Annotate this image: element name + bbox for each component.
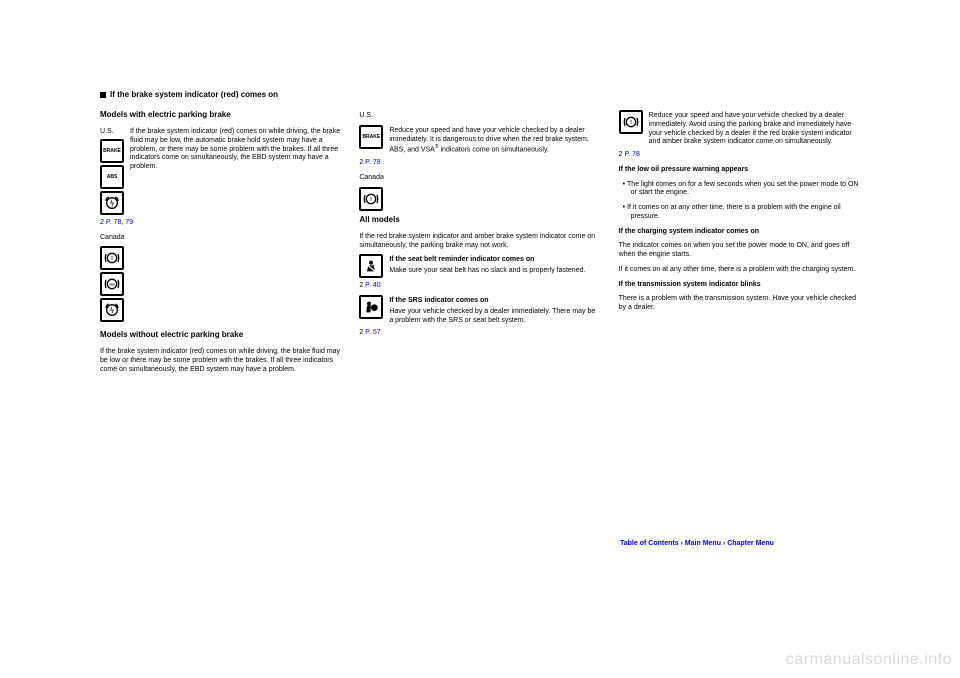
section-heading: If the brake system indicator (red) come… — [100, 90, 860, 100]
page-ref-1: 2 P. 78, 79 — [100, 219, 341, 228]
usa-label: U.S. — [100, 126, 124, 137]
col1-heading-electric: Models with electric parking brake — [100, 110, 341, 120]
usa-label-2: U.S. — [359, 110, 600, 121]
col3-text-1: Reduce your speed and have your vehicle … — [649, 110, 860, 147]
page-ref-3: 2 P. 40 — [359, 282, 600, 291]
vsa-icon — [100, 191, 124, 215]
transmission-head: If the transmission system indicator bli… — [619, 279, 860, 290]
column-2: U.S. BRAKE Reduce your speed and have yo… — [359, 110, 600, 375]
svg-text:!: ! — [370, 197, 372, 203]
brake-text-icon: BRAKE — [100, 139, 124, 163]
oil-head: If the low oil pressure warning appears — [619, 164, 860, 175]
oil-bullet-1: The light comes on for a few seconds whe… — [619, 179, 860, 199]
svg-text:!: ! — [111, 256, 113, 262]
svg-text:ABS: ABS — [109, 283, 115, 287]
col2-text-1: Reduce your speed and have your vehicle … — [389, 125, 600, 156]
page-link-78c[interactable]: P. 78 — [625, 151, 640, 158]
column-1: Models with electric parking brake U.S. … — [100, 110, 341, 375]
three-column-layout: Models with electric parking brake U.S. … — [100, 110, 860, 375]
vsa-icon-2 — [100, 298, 124, 322]
page-ref-4: 2 P. 57 — [359, 329, 600, 338]
abs-circle-icon: ABS — [100, 272, 124, 296]
col2-amber-text: If the red brake system indicator and am… — [359, 231, 600, 251]
column-3: ! Reduce your speed and have your vehicl… — [619, 110, 860, 375]
brake-amber-icon: ! — [619, 110, 643, 134]
transmission-text: There is a problem with the transmission… — [619, 293, 860, 313]
charging-head: If the charging system indicator comes o… — [619, 226, 860, 237]
page-link-40[interactable]: P. 40 — [365, 282, 380, 289]
abs-text-icon: ABS — [100, 165, 124, 189]
breadcrumb-toc[interactable]: Table of Contents › Main Menu › Chapter … — [620, 540, 860, 549]
page-ref-2: 2 P. 78 — [359, 159, 600, 168]
seatbelt-icon — [359, 254, 383, 278]
col1-text-2: If the brake system indicator (red) come… — [100, 346, 341, 374]
srs-airbag-icon — [359, 295, 383, 319]
watermark: carmanualsonline.info — [786, 650, 952, 670]
col1-text-1: If the brake system indicator (red) come… — [130, 126, 341, 172]
brake-circle-icon: ! — [100, 246, 124, 270]
canada-label-2: Canada — [359, 172, 600, 183]
seatbelt-text: Make sure your seat belt has no slack an… — [389, 265, 585, 276]
seatbelt-head: If the seat belt reminder indicator come… — [389, 254, 585, 265]
srs-text: Have your vehicle checked by a dealer im… — [389, 306, 600, 326]
brake-circle-icon-2: ! — [359, 187, 383, 211]
oil-bullet-2: If it comes on at any other time, there … — [619, 202, 860, 222]
col1-heading-no-electric: Models without electric parking brake — [100, 330, 341, 340]
brake-text-icon-2: BRAKE — [359, 125, 383, 149]
charging-text-1: The indicator comes on when you set the … — [619, 240, 860, 260]
srs-head: If the SRS indicator comes on — [389, 295, 600, 306]
all-models-head: All models — [359, 215, 600, 225]
svg-text:!: ! — [630, 120, 632, 126]
manual-page: If the brake system indicator (red) come… — [100, 90, 860, 548]
canada-label: Canada — [100, 232, 341, 243]
page-link-78b[interactable]: P. 78 — [365, 159, 380, 166]
charging-text-2: If it comes on at any other time, there … — [619, 264, 860, 275]
page-link-79[interactable]: 79 — [125, 219, 133, 226]
page-link-78[interactable]: P. 78 — [106, 219, 121, 226]
page-link-57[interactable]: P. 57 — [365, 329, 380, 336]
page-ref-5: 2 P. 78 — [619, 151, 860, 160]
